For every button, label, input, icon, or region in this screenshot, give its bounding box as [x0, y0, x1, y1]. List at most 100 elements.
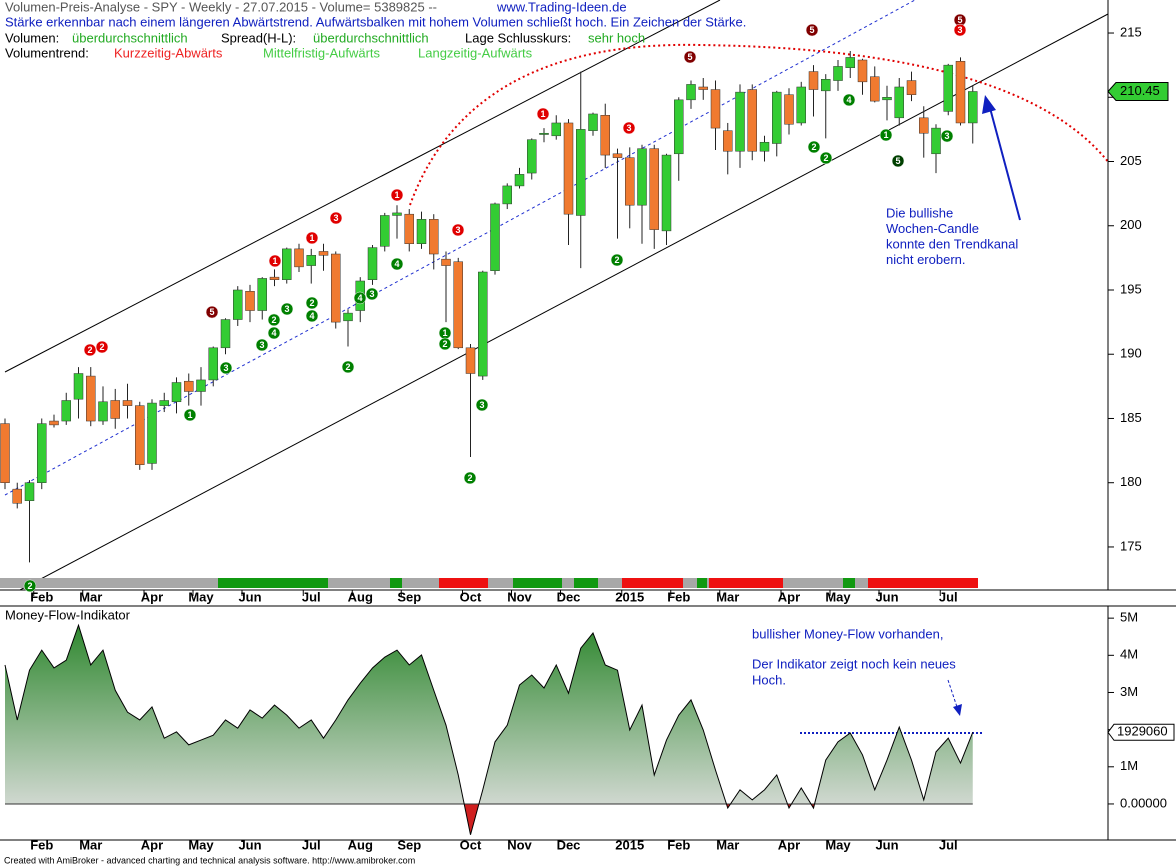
signal-label: 3	[370, 289, 375, 299]
candle-body	[796, 86, 806, 124]
y-tick-label: 4M	[1120, 647, 1138, 662]
signal	[305, 309, 319, 323]
trend-up	[697, 578, 707, 588]
signal-label: 3	[945, 131, 950, 141]
y-tick-label: 195	[1120, 281, 1142, 296]
trend-down	[709, 578, 783, 588]
signal	[305, 231, 319, 245]
signal-label: 1	[443, 328, 448, 338]
candle-body	[343, 312, 353, 322]
x-tick-label: Apr	[141, 837, 163, 852]
candle-body	[294, 248, 304, 268]
candle-body	[257, 278, 267, 311]
candle-body	[857, 59, 868, 83]
x-tick-label: Jun	[238, 837, 261, 852]
signal-label: 5	[958, 15, 963, 25]
signal-label: 1	[187, 410, 192, 420]
candle-body	[784, 94, 794, 125]
candle-body	[723, 130, 733, 152]
signal-label: 2	[615, 255, 620, 265]
x-tick-label: Jul	[302, 837, 321, 852]
candle-body	[894, 86, 904, 119]
signal	[842, 93, 856, 107]
candle-body	[478, 271, 488, 377]
trend-down	[868, 578, 978, 588]
x-tick-label: Aug	[348, 837, 373, 852]
signal	[390, 257, 404, 271]
signal	[305, 296, 319, 310]
signal-label: 3	[284, 304, 289, 314]
candle-body	[821, 79, 831, 92]
candle-body	[833, 66, 843, 81]
x-tick-label: Dec	[557, 837, 581, 852]
label: Lage Schlusskurs:	[465, 30, 571, 45]
x-tick-label: Sep	[397, 837, 421, 852]
candle-body	[61, 400, 71, 422]
label: Volumentrend:	[5, 45, 89, 60]
candle-body	[870, 76, 880, 102]
signal	[268, 254, 282, 268]
x-tick-label: Jun	[238, 589, 261, 604]
signal	[610, 253, 624, 267]
candle-body	[625, 157, 635, 206]
signal	[267, 313, 281, 327]
signal	[953, 23, 967, 37]
signal-label: 3	[627, 123, 632, 133]
trend-up	[218, 578, 328, 588]
value: sehr hoch	[588, 30, 645, 45]
candle-body	[12, 488, 22, 504]
title: Volumen-Preis-Analyse - SPY - Weekly - 2…	[5, 0, 437, 14]
signal	[280, 302, 294, 316]
signal	[255, 338, 269, 352]
x-tick-label: Jun	[875, 837, 898, 852]
x-tick-label: 2015	[615, 589, 644, 604]
annotation: bullisher Money-Flow vorhanden,	[752, 626, 943, 641]
x-tick-label: Apr	[778, 589, 800, 604]
candle-body	[37, 423, 47, 483]
signal-label: 2	[272, 315, 277, 325]
candle-body	[649, 148, 659, 230]
trend-up	[513, 578, 562, 588]
trend-up	[843, 578, 855, 588]
annotation-arrow	[989, 107, 1021, 221]
signal	[219, 361, 233, 375]
footer: Created with AmiBroker - advanced charti…	[4, 855, 415, 865]
signal	[622, 121, 636, 135]
candle-body	[404, 213, 414, 244]
x-tick-label: Jul	[302, 589, 321, 604]
signal	[807, 140, 821, 154]
x-tick-label: Feb	[30, 837, 53, 852]
x-tick-label: Jun	[875, 589, 898, 604]
candle-body	[135, 405, 145, 465]
signal-label: 3	[958, 25, 963, 35]
signal	[365, 287, 379, 301]
signal	[205, 305, 219, 319]
candle-body	[0, 423, 10, 483]
signal	[83, 343, 97, 357]
annotation: Die bullishe	[886, 205, 953, 220]
candle-body	[98, 401, 108, 422]
x-tick-label: Nov	[507, 589, 532, 604]
candle-body	[318, 251, 329, 256]
website: www.Trading-Ideen.de	[496, 0, 627, 14]
trend-up	[574, 578, 598, 588]
trend-neutral	[0, 578, 978, 588]
signal	[463, 471, 477, 485]
candle-body	[233, 289, 243, 320]
candle-body	[747, 89, 757, 152]
y-tick-label: 200	[1120, 217, 1142, 232]
x-tick-label: Feb	[667, 589, 690, 604]
x-tick-label: Oct	[460, 589, 482, 604]
y-tick-label: 1M	[1120, 758, 1138, 773]
signal-label: 3	[223, 363, 228, 373]
signal-label: 4	[394, 259, 399, 269]
candle-body	[282, 248, 292, 280]
candle-body	[86, 375, 96, 422]
x-tick-label: Apr	[141, 589, 163, 604]
candle-body	[159, 400, 169, 406]
signal-label: 4	[309, 311, 314, 321]
x-tick-label: Jul	[939, 589, 958, 604]
candle-body	[906, 80, 917, 95]
channel-upper	[4, 0, 721, 373]
y-tick-label: 3M	[1120, 684, 1138, 699]
